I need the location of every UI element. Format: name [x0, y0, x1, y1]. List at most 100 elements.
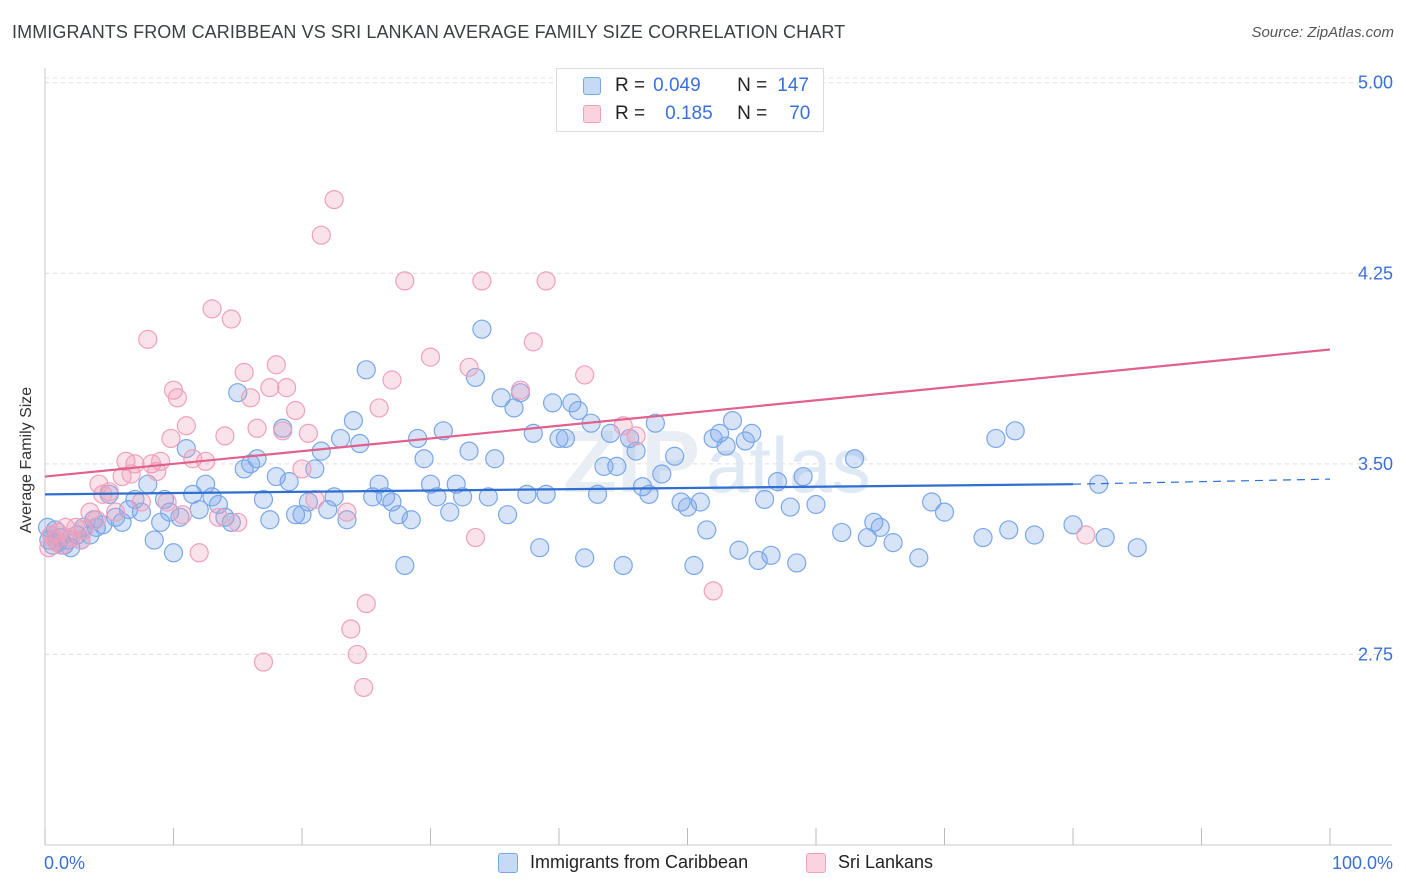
- srilankan-point: [106, 502, 126, 522]
- srilankan-point: [172, 505, 193, 525]
- caribbean-point: [832, 522, 852, 543]
- legend-row-srilankan: R = 0.185 N = 70: [583, 101, 810, 127]
- legend-row-caribbean: R = 0.049 N = 147: [583, 73, 809, 99]
- bottom-legend-label-srilankan: Sri Lankans: [838, 852, 934, 872]
- srilankan-point: [131, 492, 151, 512]
- y-tick-label: 2.75: [1358, 644, 1393, 664]
- caribbean-point: [645, 413, 665, 433]
- bottom-legend-srilankan: Sri Lankans: [806, 852, 933, 873]
- caribbean-point: [144, 530, 164, 550]
- caribbean-point: [330, 428, 351, 449]
- caribbean-point: [697, 520, 717, 540]
- srilankan-point: [247, 418, 267, 438]
- caribbean-point: [639, 484, 659, 504]
- chart-title: IMMIGRANTS FROM CARIBBEAN VS SRI LANKAN …: [12, 22, 846, 42]
- srilankan-point: [176, 416, 196, 436]
- srilankan-point: [1076, 525, 1096, 545]
- caribbean-point: [215, 507, 235, 527]
- caribbean-point: [427, 487, 447, 507]
- srilankan-point: [66, 517, 86, 537]
- series-srilankan-points: [39, 189, 1096, 698]
- legend-n-label: N =: [737, 75, 768, 96]
- srilankan-point: [420, 347, 441, 367]
- caribbean-point: [453, 487, 473, 507]
- caribbean-point: [131, 502, 151, 522]
- srilankan-point: [228, 512, 248, 532]
- trend-lines: [44, 348, 1331, 496]
- caribbean-point: [735, 431, 755, 451]
- caribbean-point: [716, 436, 736, 456]
- caribbean-point: [356, 360, 376, 380]
- caribbean-point: [909, 548, 929, 568]
- caribbean-point: [266, 466, 286, 487]
- caribbean-point: [478, 487, 498, 507]
- srilankan-point: [337, 502, 357, 522]
- caribbean-point: [684, 555, 704, 576]
- srilankan-point: [305, 489, 325, 510]
- caribbean-point: [395, 555, 415, 576]
- srilankan-point: [292, 459, 312, 479]
- srilankan-point: [472, 271, 492, 291]
- legend-r-value: 0.049: [653, 75, 701, 96]
- y-tick-label: 4.25: [1358, 263, 1393, 283]
- srilankan-point: [613, 416, 633, 436]
- caribbean-point: [748, 550, 768, 571]
- caribbean-point: [530, 538, 550, 558]
- legend-r-label: R =: [615, 103, 646, 124]
- srilankan-point: [510, 380, 531, 400]
- caribbean-point: [780, 497, 800, 517]
- caribbean-point: [1005, 421, 1025, 441]
- srilankan-point: [151, 451, 171, 471]
- bottom-legend-label-caribbean: Immigrants from Caribbean: [530, 852, 749, 872]
- legend-swatch-srilankan: [583, 105, 601, 123]
- srilankan-point: [356, 594, 376, 614]
- caribbean-point: [472, 319, 492, 339]
- srilankan-point: [347, 644, 367, 665]
- srilankan-point: [167, 388, 187, 408]
- srilankan-point: [298, 423, 319, 443]
- srilankan-point: [161, 428, 181, 449]
- srilankan-point: [215, 426, 235, 446]
- caribbean-point: [491, 388, 511, 408]
- srilankan-point: [382, 370, 402, 390]
- caribbean-point: [542, 393, 563, 413]
- x-tick-label-min: 0.0%: [44, 853, 85, 873]
- caribbean-point: [575, 548, 595, 568]
- x-tick-label-max: 100.0%: [1332, 853, 1393, 873]
- caribbean-point: [844, 449, 865, 469]
- srilankan-point: [253, 652, 274, 672]
- caribbean-point: [375, 487, 396, 507]
- srilankan-point: [125, 454, 145, 474]
- caribbean-point: [440, 502, 460, 522]
- caribbean-point: [864, 512, 884, 532]
- caribbean-point: [485, 449, 505, 469]
- caribbean-point: [986, 428, 1006, 449]
- caribbean-point: [793, 466, 813, 487]
- caribbean-point: [247, 449, 267, 469]
- caribbean-point: [459, 441, 479, 461]
- bottom-legend-swatch-caribbean: [498, 852, 518, 873]
- caribbean-point: [401, 510, 421, 530]
- caribbean-point: [652, 464, 672, 484]
- caribbean-point: [632, 477, 653, 497]
- y-tick-label: 5.00: [1358, 73, 1393, 93]
- caribbean-point: [729, 540, 749, 560]
- caribbean-point: [626, 441, 646, 461]
- caribbean-point: [999, 520, 1019, 540]
- legend-swatch-caribbean: [583, 77, 601, 95]
- legend-n-value: 147: [777, 75, 809, 96]
- caribbean-point: [465, 367, 486, 388]
- caribbean-point: [285, 505, 306, 525]
- legend-n-value: 70: [789, 103, 811, 124]
- legend-r-label: R =: [615, 75, 646, 96]
- caribbean-point: [922, 492, 942, 512]
- caribbean-point: [1024, 525, 1045, 545]
- caribbean-point: [806, 494, 826, 515]
- srilankan-point: [241, 388, 261, 408]
- watermark: ZIP atlas: [563, 412, 871, 511]
- srilankan-point: [208, 507, 229, 527]
- caribbean-point: [279, 472, 299, 492]
- legend-n-label: N =: [737, 103, 768, 124]
- caribbean-point: [1127, 538, 1147, 558]
- srilankan-point: [459, 357, 479, 377]
